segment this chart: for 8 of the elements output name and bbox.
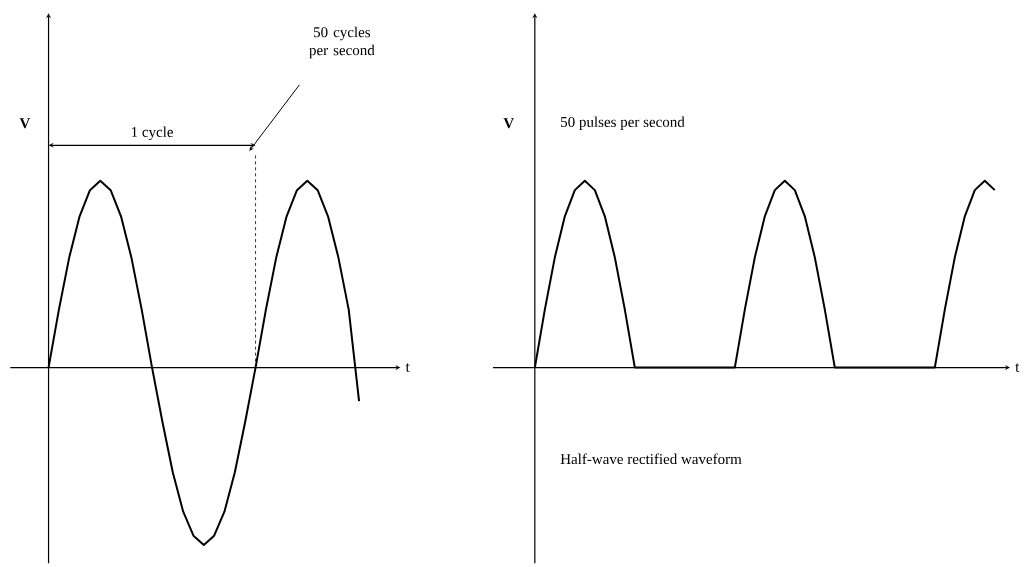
text: 50 cycles per second <box>309 26 375 59</box>
text: 50 pulses per second <box>561 116 685 131</box>
y-axis-title: V <box>19 118 31 129</box>
x-axis-title: t <box>405 363 410 372</box>
y-axis-title: V <box>503 118 515 129</box>
x-axis-title: t <box>1015 363 1020 372</box>
text: Half-wave rectified waveform <box>560 453 742 465</box>
text: 1 cycle <box>131 126 173 141</box>
